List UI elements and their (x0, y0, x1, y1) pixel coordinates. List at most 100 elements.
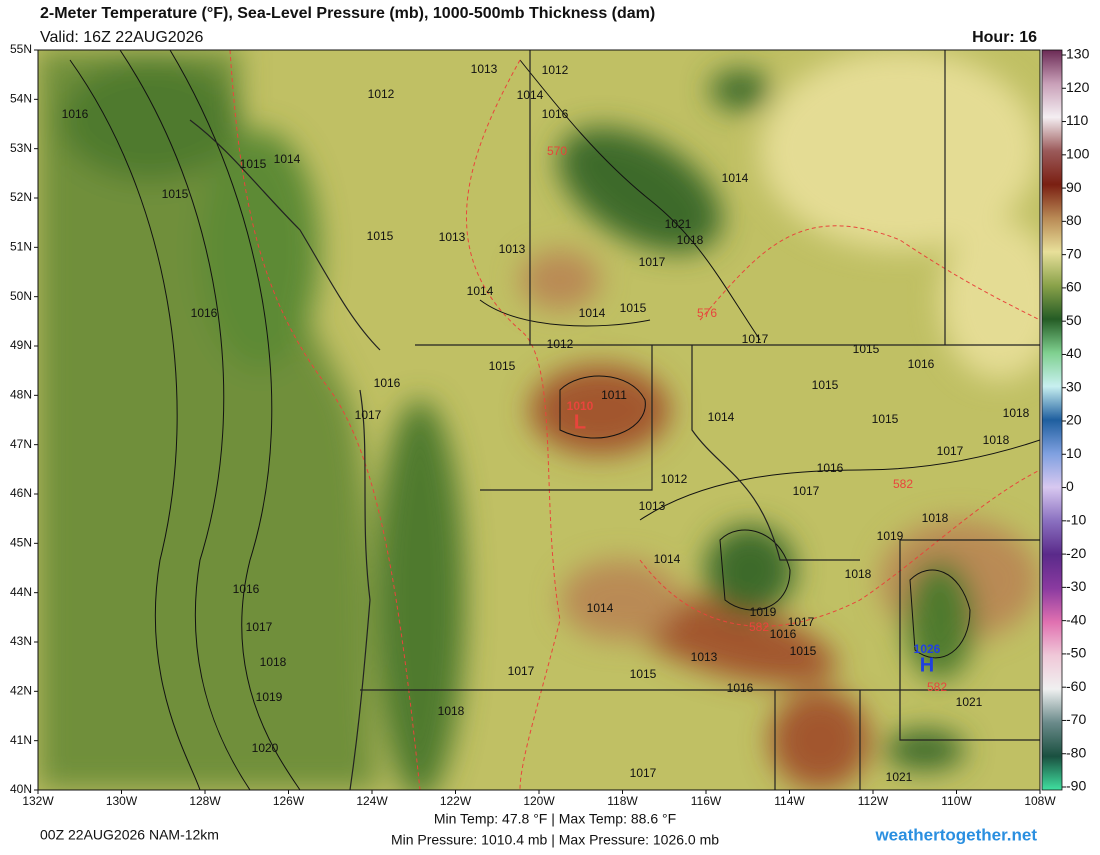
isobar-label: 1013 (439, 230, 466, 244)
forecast-hour: Hour: 16 (972, 29, 1037, 46)
lon-label: 132W (22, 794, 54, 808)
lon-label: 120W (523, 794, 555, 808)
isobar-label: 1014 (517, 88, 544, 102)
isobar-label: 1021 (665, 217, 692, 231)
isobar-label: 1014 (579, 306, 606, 320)
colorbar-label: 90 (1066, 179, 1082, 195)
lat-label: 44N (10, 585, 32, 599)
isobar-label: 1015 (812, 378, 839, 392)
isobar-label: 1019 (750, 605, 777, 619)
isobar-label: 1014 (722, 171, 749, 185)
thickness-label: 582 (749, 620, 769, 634)
colorbar-label: -70 (1066, 711, 1086, 727)
isobar-label: 1016 (908, 357, 935, 371)
lon-label: 130W (106, 794, 138, 808)
isobar-label: 1021 (886, 770, 913, 784)
lat-label: 48N (10, 388, 32, 402)
colorbar-scale (1041, 49, 1063, 791)
isobar-label: 1017 (639, 255, 666, 269)
lat-label: 53N (10, 141, 32, 155)
isobar-label: 1014 (467, 284, 494, 298)
colorbar-label: -90 (1066, 778, 1086, 794)
isobar-label: 1018 (922, 511, 949, 525)
isobars (69, 50, 1040, 790)
colorbar-label: -60 (1066, 678, 1086, 694)
colorbar-label: 100 (1066, 146, 1090, 162)
lon-label: 112W (858, 794, 889, 808)
lat-label: 52N (10, 190, 32, 204)
isobar-label: 1018 (983, 433, 1010, 447)
colorbar-label: 110 (1066, 112, 1089, 128)
lon-label: 124W (356, 794, 388, 808)
model-run: 00Z 22AUG2026 NAM-12km (40, 827, 219, 843)
colorbar-label: 120 (1066, 79, 1090, 95)
high-pressure-value: 1026 (914, 642, 941, 656)
isobar-label: 1016 (191, 306, 218, 320)
isobar-label: 1019 (256, 690, 283, 704)
isobar-label: 1016 (770, 627, 797, 641)
isobar-label: 1015 (162, 187, 189, 201)
isobar-label: 1016 (62, 107, 89, 121)
isobar-label: 1012 (368, 87, 395, 101)
colorbar: 1301201101009080706050403020100-10-20-30… (1041, 46, 1090, 794)
isobar-label: 1015 (489, 359, 516, 373)
map-field (38, 50, 1040, 790)
isobar-label: 1017 (937, 444, 964, 458)
thickness-lines (229, 50, 1040, 790)
isobar-label: 1017 (793, 484, 820, 498)
isobar-label: 1017 (742, 332, 769, 346)
temperature-shading (38, 50, 1040, 790)
isobar-label: 1015 (630, 667, 657, 681)
colorbar-label: 60 (1066, 279, 1082, 295)
thickness-label: 582 (893, 477, 913, 491)
isobar-label: 1015 (872, 412, 899, 426)
isobar-label: 1018 (845, 567, 872, 581)
lon-label: 116W (691, 794, 722, 808)
thickness-label: 570 (547, 144, 567, 158)
site-credit: weathertogether.net (874, 825, 1037, 844)
political-boundaries (189, 50, 1040, 790)
isobar-label: 1013 (639, 499, 666, 513)
isobar-label: 1017 (355, 408, 382, 422)
lat-label: 49N (10, 338, 32, 352)
thickness-label: 576 (697, 306, 717, 320)
high-pressure-letter: H (920, 654, 934, 676)
colorbar-label: -30 (1066, 578, 1086, 594)
colorbar-label: 80 (1066, 212, 1082, 228)
isobar-label: 1016 (374, 376, 401, 390)
lat-label: 47N (10, 437, 32, 451)
isobar-label: 1015 (853, 342, 880, 356)
temp-range: Min Temp: 47.8 °F | Max Temp: 88.6 °F (434, 811, 676, 827)
title: 2-Meter Temperature (°F), Sea-Level Pres… (40, 5, 655, 22)
colorbar-label: 40 (1066, 345, 1082, 361)
isobar-label: 1016 (233, 582, 260, 596)
isobar-label: 1014 (274, 152, 301, 166)
pressure-range: Min Pressure: 1010.4 mb | Max Pressure: … (391, 832, 719, 848)
isobar-label: 1013 (471, 62, 498, 76)
isobar-label: 1018 (438, 704, 465, 718)
colorbar-label: -80 (1066, 744, 1086, 760)
lon-label: 126W (273, 794, 305, 808)
isobar-label: 1017 (246, 620, 273, 634)
isobar-label: 1012 (542, 63, 569, 77)
isobar-label: 1021 (956, 695, 983, 709)
isobar-label: 1012 (661, 472, 688, 486)
isobar-label: 1019 (877, 529, 904, 543)
isobar-label: 1018 (1003, 406, 1030, 420)
colorbar-label: 10 (1066, 445, 1082, 461)
lat-label: 46N (10, 486, 32, 500)
lon-label: 108W (1024, 794, 1056, 808)
colorbar-label: -10 (1066, 512, 1086, 528)
isobar-label: 1016 (542, 107, 569, 121)
isobar-label: 1015 (367, 229, 394, 243)
lat-label: 40N (10, 782, 32, 796)
isobar-label: 1014 (587, 601, 614, 615)
low-pressure-letter: L (574, 411, 586, 433)
lat-label: 54N (10, 92, 32, 106)
lat-label: 42N (10, 684, 32, 698)
lat-label: 51N (10, 240, 32, 254)
colorbar-label: -50 (1066, 645, 1086, 661)
isobar-label: 1014 (708, 410, 735, 424)
lon-label: 128W (189, 794, 221, 808)
isobar-label: 1013 (499, 242, 526, 256)
